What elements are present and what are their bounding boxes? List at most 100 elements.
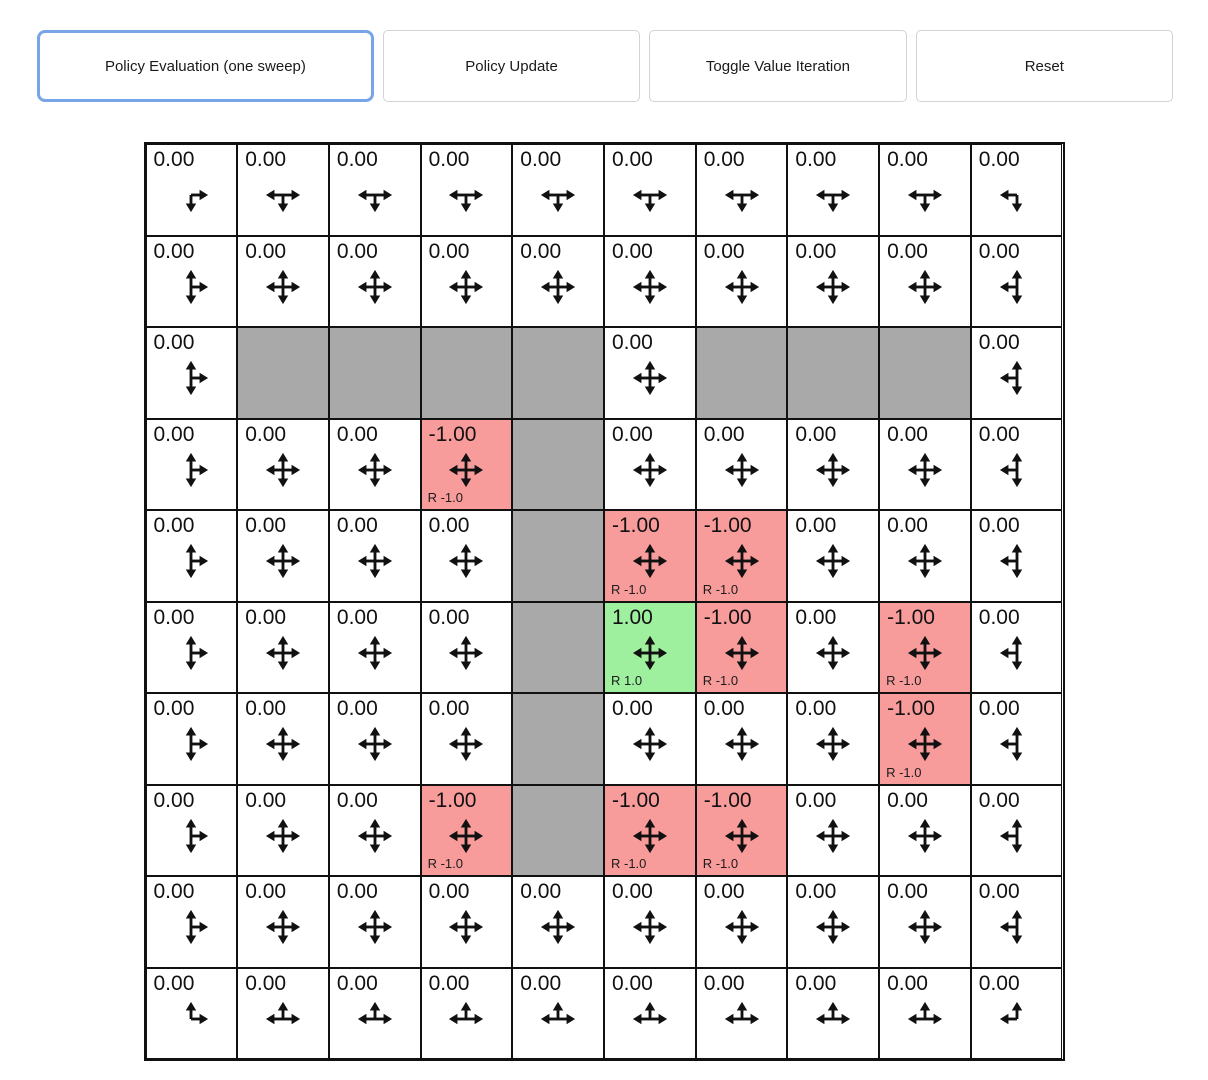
grid-cell[interactable]: 0.00 bbox=[787, 693, 880, 785]
cell-value: 0.00 bbox=[978, 514, 1020, 537]
grid-cell[interactable]: 0.00 bbox=[603, 967, 696, 1059]
grid-cell[interactable]: 0.00 bbox=[512, 967, 604, 1059]
grid-cell[interactable]: 0.00 bbox=[420, 693, 513, 785]
grid-cell[interactable]: 0.00 bbox=[145, 784, 238, 876]
grid-cell[interactable]: 0.00 bbox=[970, 601, 1063, 693]
grid-cell[interactable]: 0.00 bbox=[145, 510, 238, 602]
grid-cell[interactable]: 0.00 bbox=[787, 967, 880, 1059]
grid-cell[interactable]: 0.00 bbox=[328, 876, 421, 968]
grid-cell[interactable]: 0.00 bbox=[970, 784, 1063, 876]
grid-cell[interactable]: -1.00 R -1.0 bbox=[603, 510, 696, 602]
grid-cell[interactable]: 0.00 bbox=[879, 418, 971, 510]
policy-arrows-icon bbox=[186, 269, 209, 304]
grid-cell[interactable]: 0.00 bbox=[512, 235, 604, 327]
grid-cell[interactable]: 0.00 bbox=[787, 510, 880, 602]
grid-cell[interactable]: 0.00 bbox=[879, 510, 971, 602]
grid-cell[interactable]: 0.00 bbox=[145, 693, 238, 785]
grid-cell[interactable]: 0.00 bbox=[328, 235, 421, 327]
toggle-value-iteration-button[interactable]: Toggle Value Iteration bbox=[649, 30, 907, 102]
grid-cell[interactable]: 0.00 bbox=[237, 144, 329, 236]
grid-cell[interactable]: 0.00 bbox=[420, 876, 513, 968]
grid-cell[interactable]: -1.00 R -1.0 bbox=[603, 784, 696, 876]
grid-cell[interactable]: 0.00 bbox=[787, 601, 880, 693]
grid-cell[interactable]: 0.00 bbox=[145, 876, 238, 968]
grid-cell[interactable]: 0.00 bbox=[787, 144, 880, 236]
policy-update-button[interactable]: Policy Update bbox=[382, 30, 641, 102]
grid-cell[interactable]: 0.00 bbox=[145, 967, 238, 1059]
grid-cell[interactable]: 0.00 bbox=[970, 693, 1063, 785]
grid-cell[interactable]: 0.00 bbox=[237, 418, 329, 510]
grid-cell[interactable]: 0.00 bbox=[328, 693, 421, 785]
grid-cell[interactable]: 0.00 bbox=[970, 235, 1063, 327]
grid-cell[interactable]: 0.00 bbox=[603, 418, 696, 510]
grid-cell[interactable]: 0.00 bbox=[787, 235, 880, 327]
grid-cell[interactable]: 0.00 bbox=[512, 876, 604, 968]
grid-cell[interactable]: 0.00 bbox=[145, 235, 238, 327]
grid-cell[interactable]: 0.00 bbox=[237, 784, 329, 876]
grid-cell[interactable]: 0.00 bbox=[145, 601, 238, 693]
grid-cell[interactable]: 0.00 bbox=[695, 876, 788, 968]
grid-cell[interactable]: 0.00 bbox=[970, 876, 1063, 968]
grid-cell[interactable]: 0.00 bbox=[420, 235, 513, 327]
policy-arrows-icon bbox=[265, 452, 301, 487]
cell-value: -1.00 bbox=[703, 514, 752, 537]
grid-cell[interactable]: 0.00 bbox=[145, 144, 238, 236]
grid-cell[interactable]: 0.00 bbox=[420, 967, 513, 1059]
grid-cell[interactable]: 0.00 bbox=[695, 235, 788, 327]
grid-cell[interactable]: 0.00 bbox=[787, 784, 880, 876]
grid-cell[interactable]: 0.00 bbox=[328, 418, 421, 510]
grid-cell[interactable]: 0.00 bbox=[970, 144, 1063, 236]
grid-cell[interactable]: 0.00 bbox=[695, 418, 788, 510]
grid-cell[interactable]: 0.00 bbox=[879, 235, 971, 327]
grid-cell[interactable]: 0.00 bbox=[695, 144, 788, 236]
grid-cell[interactable]: 0.00 bbox=[145, 327, 238, 419]
grid-cell[interactable]: 0.00 bbox=[328, 601, 421, 693]
grid-cell[interactable]: 0.00 bbox=[603, 144, 696, 236]
grid-cell[interactable]: 0.00 bbox=[879, 876, 971, 968]
grid-cell[interactable]: 0.00 bbox=[512, 144, 604, 236]
grid-cell[interactable]: 0.00 bbox=[237, 510, 329, 602]
grid-cell[interactable]: 0.00 bbox=[237, 967, 329, 1059]
grid-cell[interactable]: 0.00 bbox=[787, 876, 880, 968]
reset-button[interactable]: Reset bbox=[915, 30, 1174, 102]
grid-cell[interactable]: 0.00 bbox=[879, 967, 971, 1059]
grid-cell[interactable]: 0.00 bbox=[695, 967, 788, 1059]
grid-cell[interactable]: 0.00 bbox=[237, 876, 329, 968]
policy-arrows-icon bbox=[449, 910, 484, 945]
grid-cell[interactable]: 0.00 bbox=[879, 784, 971, 876]
grid-cell[interactable]: -1.00 R -1.0 bbox=[879, 693, 971, 785]
grid-cell[interactable]: 0.00 bbox=[695, 693, 788, 785]
grid-cell[interactable]: 0.00 bbox=[328, 510, 421, 602]
grid-cell[interactable]: -1.00 R -1.0 bbox=[420, 784, 513, 876]
grid-cell[interactable]: 0.00 bbox=[237, 601, 329, 693]
grid-cell[interactable]: -1.00 R -1.0 bbox=[695, 510, 788, 602]
cell-value: -1.00 bbox=[428, 422, 477, 446]
grid-cell[interactable]: 1.00 R 1.0 bbox=[603, 601, 696, 693]
grid-cell[interactable]: 0.00 bbox=[328, 784, 421, 876]
grid-cell[interactable]: 0.00 bbox=[420, 510, 513, 602]
grid-cell[interactable]: 0.00 bbox=[879, 144, 971, 236]
grid-cell[interactable]: -1.00 R -1.0 bbox=[879, 601, 971, 693]
grid-cell[interactable]: 0.00 bbox=[970, 967, 1063, 1059]
grid-cell[interactable]: 0.00 bbox=[603, 235, 696, 327]
grid-cell[interactable]: -1.00 R -1.0 bbox=[695, 784, 788, 876]
grid-cell[interactable]: 0.00 bbox=[970, 418, 1063, 510]
grid-cell[interactable]: -1.00 R -1.0 bbox=[695, 601, 788, 693]
grid-cell[interactable]: 0.00 bbox=[787, 418, 880, 510]
grid-cell[interactable]: 0.00 bbox=[420, 144, 513, 236]
grid-cell[interactable]: 0.00 bbox=[970, 327, 1063, 419]
grid-cell[interactable]: 0.00 bbox=[328, 144, 421, 236]
grid-cell[interactable]: 0.00 bbox=[237, 693, 329, 785]
grid-cell[interactable]: 0.00 bbox=[603, 327, 696, 419]
grid-cell[interactable]: 0.00 bbox=[237, 235, 329, 327]
grid-cell[interactable]: 0.00 bbox=[145, 418, 238, 510]
grid-cell[interactable]: 0.00 bbox=[420, 601, 513, 693]
policy-arrows-icon bbox=[632, 189, 667, 213]
grid-cell[interactable]: 0.00 bbox=[328, 967, 421, 1059]
grid-cell[interactable]: -1.00 R -1.0 bbox=[420, 418, 513, 510]
policy-arrows-icon bbox=[265, 818, 301, 853]
policy-evaluation-button[interactable]: Policy Evaluation (one sweep) bbox=[37, 30, 374, 102]
grid-cell[interactable]: 0.00 bbox=[603, 876, 696, 968]
grid-cell[interactable]: 0.00 bbox=[603, 693, 696, 785]
grid-cell[interactable]: 0.00 bbox=[970, 510, 1063, 602]
